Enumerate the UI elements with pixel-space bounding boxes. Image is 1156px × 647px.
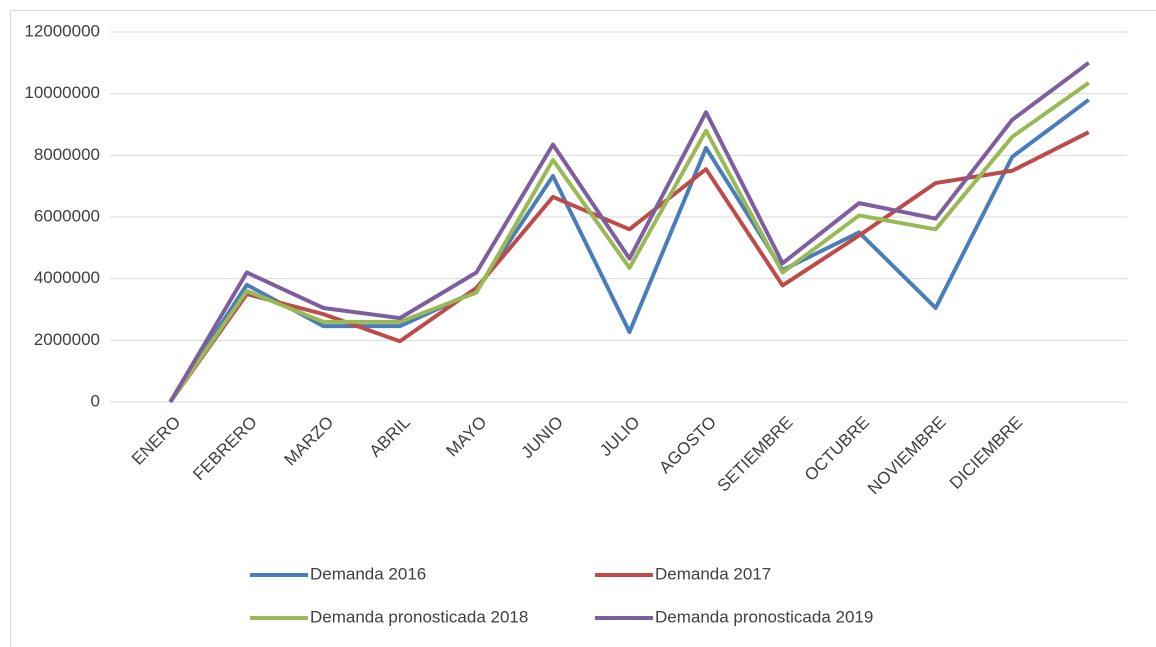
y-tick-label: 10000000: [24, 83, 100, 102]
legend-label: Demanda pronosticada 2019: [655, 607, 873, 626]
series-line: [168, 98, 1090, 404]
legend-label: Demanda pronosticada 2018: [310, 607, 528, 626]
y-tick-label: 6000000: [34, 206, 100, 225]
legend-label: Demanda 2016: [310, 564, 426, 583]
x-tick-label: JULIO: [596, 413, 644, 461]
series-line: [168, 130, 1090, 404]
y-tick-label: 8000000: [34, 145, 100, 164]
y-tick-label: 0: [91, 391, 100, 410]
x-tick-label: AGOSTO: [655, 413, 720, 478]
y-tick-label: 4000000: [34, 268, 100, 287]
x-tick-label: DICIEMBRE: [946, 413, 1026, 493]
y-tick-label: 12000000: [24, 21, 100, 40]
x-tick-label: OCTUBRE: [801, 413, 873, 485]
legend-label: Demanda 2017: [655, 564, 771, 583]
chart-border: [10, 10, 1156, 647]
x-tick-label: MARZO: [281, 413, 338, 470]
series-line: [168, 61, 1090, 404]
y-tick-label: 2000000: [34, 330, 100, 349]
x-tick-label: FEBRERO: [189, 413, 261, 485]
x-tick-label: MAYO: [442, 413, 490, 461]
series-line: [168, 81, 1090, 404]
x-tick-label: NOVIEMBRE: [864, 413, 950, 499]
x-tick-label: ABRIL: [366, 413, 414, 461]
x-tick-label: ENERO: [128, 413, 184, 469]
x-tick-label: SETIEMBRE: [714, 413, 797, 496]
x-tick-label: JUNIO: [517, 413, 566, 462]
